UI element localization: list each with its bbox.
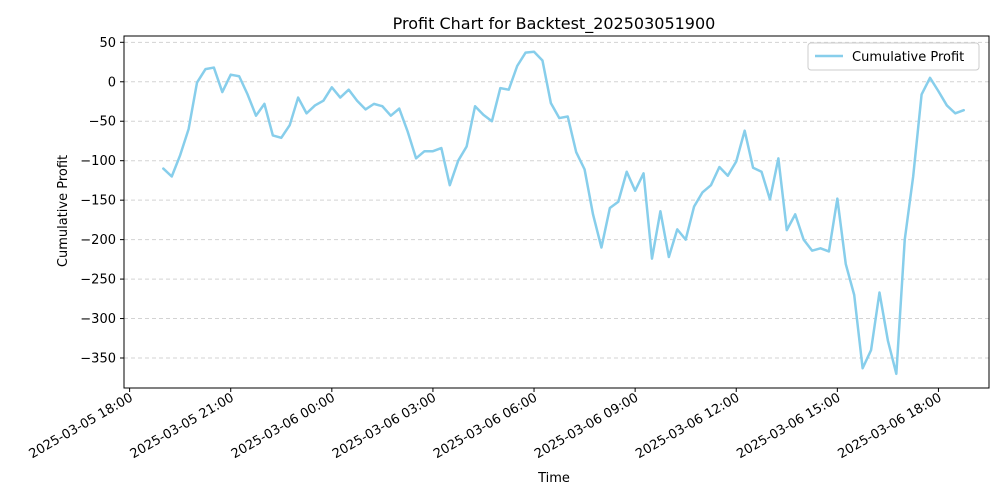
legend: Cumulative Profit	[807, 42, 980, 71]
y-tick-label: −150	[80, 194, 116, 209]
y-tick-label: 0	[108, 75, 116, 90]
plot-area-frame	[123, 35, 990, 389]
y-axis-label: Cumulative Profit	[56, 155, 71, 267]
y-tick-label: −250	[80, 273, 116, 288]
y-tick-label: 50	[99, 36, 116, 51]
y-tick-label: −300	[80, 312, 116, 327]
y-axis: 50 0 −50 −100 −150 −200 −250 −300 −350	[80, 36, 124, 367]
x-axis-label: Time	[537, 471, 570, 486]
chart-title: Profit Chart for Backtest_202503051900	[393, 14, 716, 34]
y-tick-label: −50	[89, 115, 116, 130]
series-layer	[162, 50, 965, 376]
y-tick-label: −350	[80, 352, 116, 367]
legend-label-cumulative-profit: Cumulative Profit	[852, 50, 964, 65]
y-tick-label: −100	[80, 154, 116, 169]
legend-box	[807, 42, 980, 71]
y-tick-label: −200	[80, 233, 116, 248]
series-line-cumulative-profit	[162, 50, 965, 376]
